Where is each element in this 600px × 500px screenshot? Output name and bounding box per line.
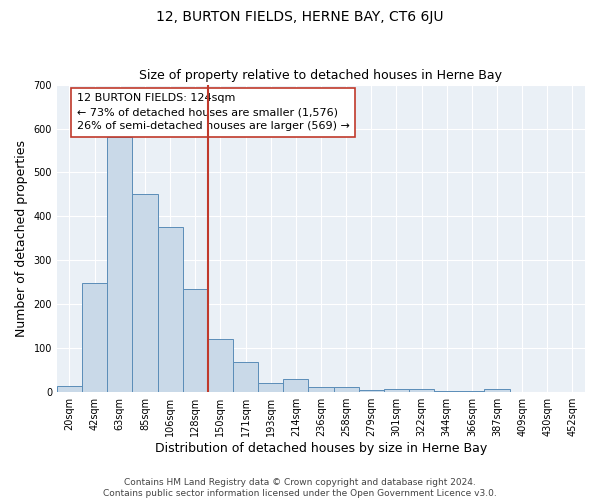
Bar <box>57 386 82 392</box>
Bar <box>82 283 107 392</box>
Bar <box>208 340 233 392</box>
Bar <box>384 388 409 392</box>
Bar <box>459 391 484 392</box>
Text: Contains HM Land Registry data © Crown copyright and database right 2024.
Contai: Contains HM Land Registry data © Crown c… <box>103 478 497 498</box>
Bar <box>133 194 158 392</box>
Bar <box>233 362 258 392</box>
Bar <box>359 390 384 392</box>
Y-axis label: Number of detached properties: Number of detached properties <box>15 140 28 337</box>
Bar <box>107 138 133 392</box>
Bar <box>308 387 334 392</box>
X-axis label: Distribution of detached houses by size in Herne Bay: Distribution of detached houses by size … <box>155 442 487 455</box>
Bar <box>409 388 434 392</box>
Bar <box>258 382 283 392</box>
Bar <box>283 379 308 392</box>
Bar <box>434 391 459 392</box>
Bar <box>158 228 182 392</box>
Title: Size of property relative to detached houses in Herne Bay: Size of property relative to detached ho… <box>139 69 502 82</box>
Text: 12, BURTON FIELDS, HERNE BAY, CT6 6JU: 12, BURTON FIELDS, HERNE BAY, CT6 6JU <box>156 10 444 24</box>
Bar <box>182 289 208 392</box>
Text: 12 BURTON FIELDS: 124sqm
← 73% of detached houses are smaller (1,576)
26% of sem: 12 BURTON FIELDS: 124sqm ← 73% of detach… <box>77 94 349 132</box>
Bar <box>334 388 359 392</box>
Bar <box>484 389 509 392</box>
